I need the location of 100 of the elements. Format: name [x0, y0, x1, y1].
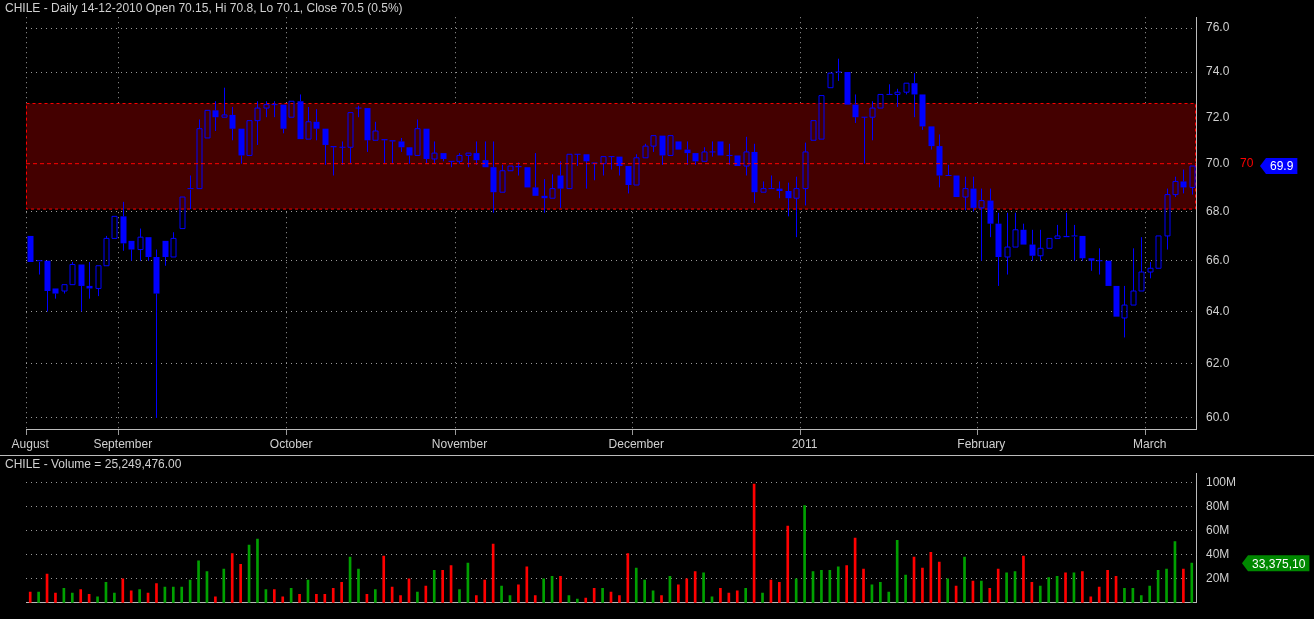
candlestick — [692, 153, 699, 166]
bar — [474, 595, 478, 603]
candlestick — [1071, 224, 1078, 262]
candlestick — [844, 72, 851, 105]
bar — [373, 589, 377, 603]
bar — [171, 586, 175, 603]
bar — [214, 596, 217, 603]
bar — [533, 595, 537, 603]
candlestick — [221, 87, 228, 118]
bar — [113, 592, 116, 603]
bar — [37, 591, 40, 603]
candlestick — [271, 100, 278, 118]
bar — [1190, 562, 1194, 603]
candlestick — [44, 260, 51, 312]
y-tick-label: 74.0 — [1206, 64, 1230, 79]
bar — [702, 572, 705, 603]
bar — [794, 578, 798, 603]
candlestick — [36, 260, 43, 276]
candlestick — [734, 155, 741, 167]
bar — [786, 525, 790, 603]
bar — [1165, 568, 1168, 603]
bar — [331, 588, 335, 603]
bar — [340, 582, 343, 603]
candlestick — [490, 140, 497, 214]
x-tick-label: October — [269, 437, 313, 451]
candlestick — [187, 175, 194, 210]
candlestick — [1088, 258, 1095, 272]
candlestick — [987, 188, 994, 238]
y-tick-label: 68.0 — [1206, 203, 1230, 218]
y-tick-label: 66.0 — [1206, 253, 1230, 268]
candlestick — [760, 180, 767, 193]
bar — [121, 578, 125, 603]
x-tick-label: 2011 — [791, 437, 818, 451]
y-tick-label: 62.0 — [1206, 356, 1230, 371]
candlestick — [600, 156, 607, 176]
bar — [1038, 585, 1042, 603]
bar — [685, 578, 689, 603]
candlestick — [27, 235, 34, 262]
ref-line-label: 70 — [1240, 155, 1254, 170]
bar — [1106, 570, 1109, 603]
bar — [357, 568, 360, 603]
bar — [96, 596, 99, 603]
bar — [1047, 577, 1051, 603]
bar — [1182, 568, 1185, 603]
bar — [441, 570, 444, 603]
y-tick-label: 20M — [1206, 571, 1230, 586]
bar — [634, 567, 638, 603]
candlestick — [675, 141, 682, 150]
y-tick-label: 64.0 — [1206, 303, 1230, 318]
bar — [677, 584, 680, 603]
candlestick — [524, 167, 531, 188]
bar — [1148, 585, 1152, 603]
bar — [921, 567, 924, 603]
bar — [735, 590, 739, 603]
bar — [129, 590, 133, 603]
bar — [879, 582, 882, 603]
bar — [559, 576, 562, 603]
bar — [820, 570, 823, 603]
candlestick — [128, 240, 135, 262]
y-tick-label: 60M — [1206, 523, 1230, 538]
candlestick — [52, 288, 59, 300]
bar — [845, 565, 849, 603]
y-tick-label: 70.0 — [1206, 155, 1230, 170]
x-tick-label: March — [1133, 437, 1167, 451]
bar — [1081, 571, 1084, 603]
bar — [54, 592, 57, 603]
candlestick — [928, 126, 935, 151]
bar — [761, 592, 764, 603]
bar — [399, 595, 402, 603]
x-tick-label: December — [608, 437, 664, 451]
bar — [836, 566, 840, 603]
candlestick — [827, 72, 834, 89]
candlestick — [936, 133, 943, 188]
bar — [988, 588, 992, 603]
candlestick — [313, 108, 320, 141]
candlestick — [1096, 247, 1103, 276]
candlestick — [608, 156, 615, 171]
candlestick — [852, 93, 859, 124]
candlestick — [726, 143, 733, 166]
candlestick — [945, 164, 952, 176]
bar — [155, 583, 158, 603]
candlestick — [440, 153, 447, 162]
bar — [618, 595, 621, 603]
bar — [382, 555, 386, 603]
candlestick — [179, 196, 186, 230]
candlestick — [322, 128, 329, 166]
bar — [946, 578, 950, 603]
candlestick — [120, 201, 127, 252]
bar — [230, 553, 234, 603]
bar — [895, 540, 899, 603]
candlestick — [566, 153, 573, 190]
y-tick-label: 100M — [1206, 475, 1237, 490]
x-tick-label: September — [93, 437, 153, 451]
bar — [483, 579, 487, 603]
y-tick-label: 60.0 — [1206, 410, 1230, 425]
bar — [517, 584, 520, 603]
candlestick — [919, 94, 926, 131]
candlestick — [145, 237, 152, 262]
candlestick — [751, 143, 758, 204]
y-tick-label: 72.0 — [1206, 109, 1230, 124]
